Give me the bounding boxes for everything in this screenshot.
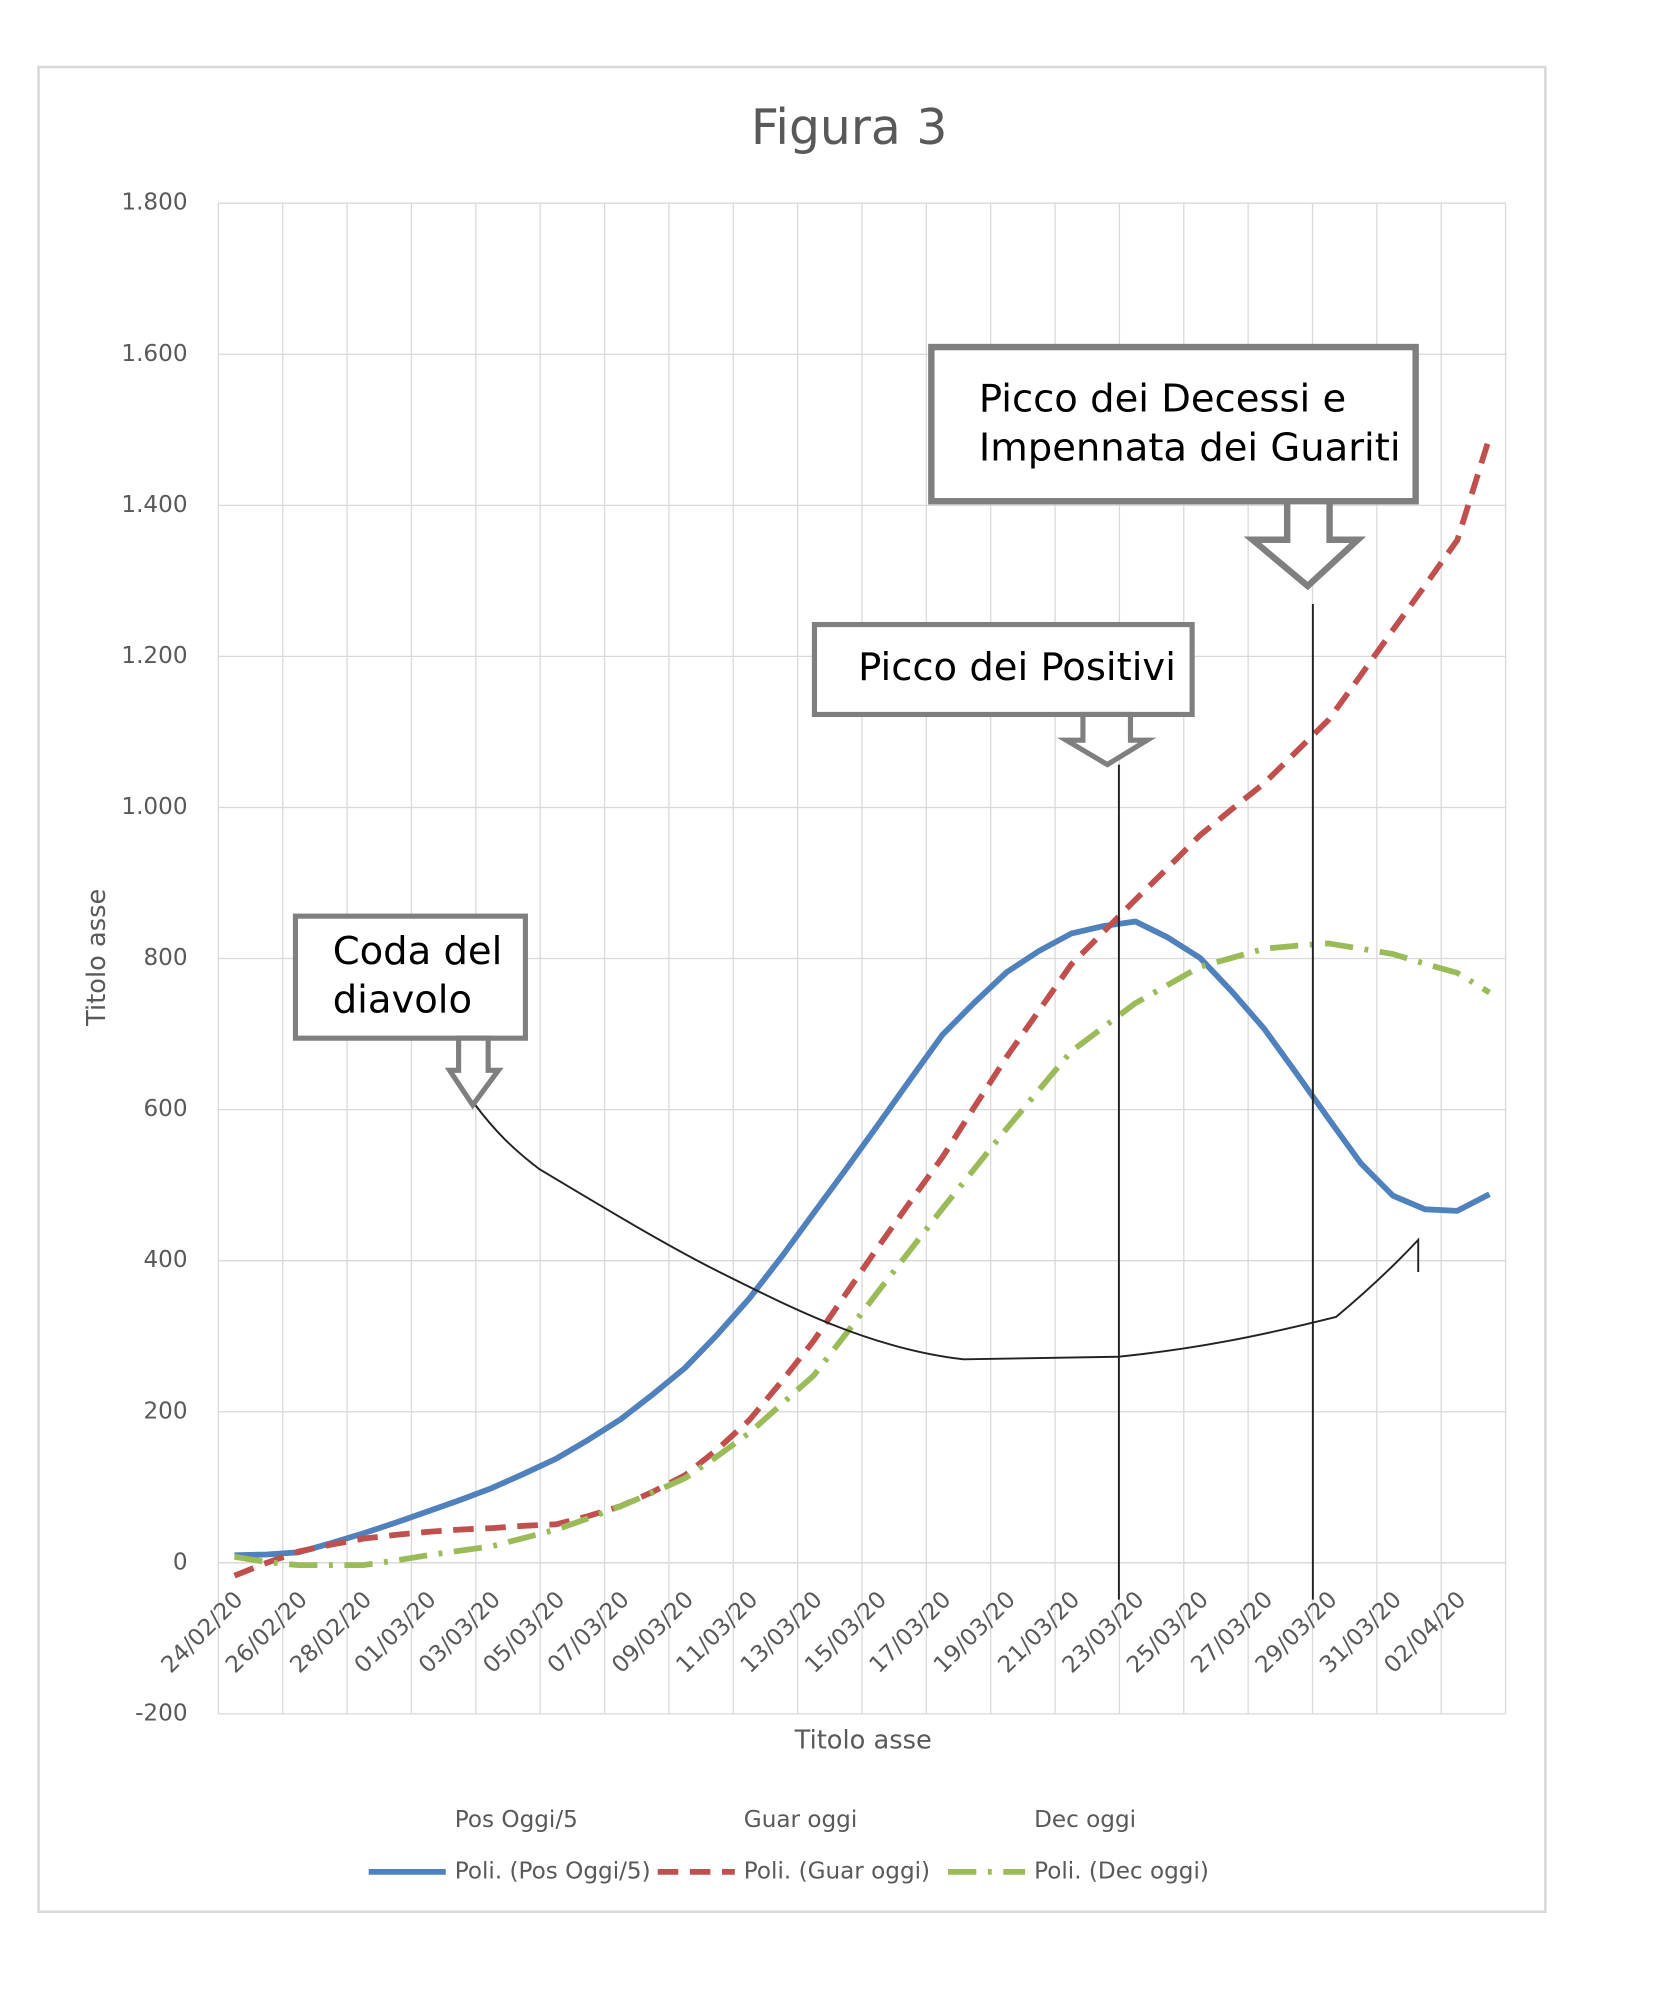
y-tick-label: 0 [173, 1549, 188, 1575]
annotation-text: Impennata dei Guariti [979, 425, 1401, 470]
annotation-text: diavolo [333, 978, 472, 1023]
hand-drawn-line [474, 1104, 1420, 1361]
chart-title: Figura 3 [751, 99, 948, 156]
plot [233, 436, 1493, 1579]
callout-arrow [1056, 711, 1157, 768]
series-line [234, 918, 1491, 1559]
annotation-text: Picco dei Positivi [858, 645, 1176, 690]
series-line [233, 436, 1493, 1579]
annotation-text: Coda del [333, 929, 503, 974]
y-tick-label: 600 [143, 1096, 187, 1122]
legend-label: Poli. (Guar oggi) [744, 1858, 930, 1884]
legend: Pos Oggi/5 Guar oggi Dec oggi Poli. (Pos Og… [368, 1807, 1209, 1884]
y-tick-label: 1.600 [121, 341, 187, 367]
series-line [234, 940, 1491, 1568]
callout-box [928, 343, 1419, 505]
legend-label: Poli. (Dec oggi) [1034, 1858, 1209, 1884]
y-tick-label: -200 [135, 1700, 187, 1726]
legend-label: Poli. (Pos Oggi/5) [455, 1858, 651, 1884]
y-tick-label: 400 [143, 1247, 187, 1273]
y-tick-label: 200 [143, 1398, 187, 1424]
legend-label: Pos Oggi/5 [455, 1807, 578, 1833]
legend-label: Dec oggi [1034, 1807, 1136, 1833]
y-tick-label: 1.800 [121, 190, 187, 216]
y-tick-label: 800 [143, 945, 187, 971]
callout-arrow [1243, 498, 1367, 591]
annotations: Coda del diavolo Picco dei Positivi Picc… [292, 343, 1420, 1600]
y-tick-label: 1.400 [121, 492, 187, 518]
x-axis-title: Titolo asse [794, 1725, 932, 1755]
y-tick-label: 1.200 [121, 643, 187, 669]
y-axis-title: Titolo asse [82, 889, 112, 1027]
legend-label: Guar oggi [744, 1807, 857, 1833]
callout-arrow [444, 1035, 504, 1110]
callout-box [811, 621, 1195, 718]
y-tick-label: 1.000 [121, 794, 187, 820]
callout-box [292, 913, 528, 1041]
annotation-text: Picco dei Decessi e [979, 377, 1346, 422]
